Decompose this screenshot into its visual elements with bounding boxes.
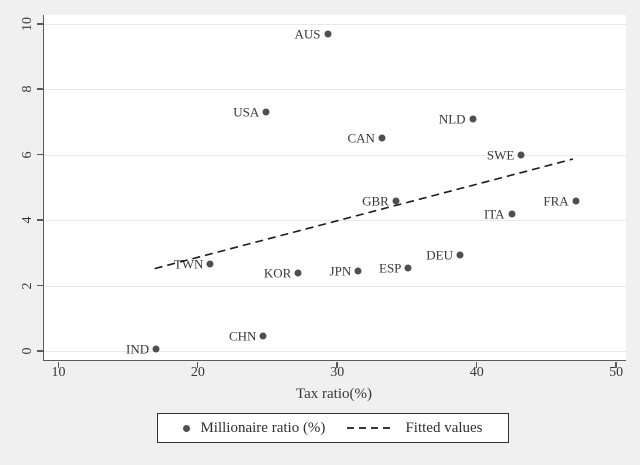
data-point-label: CHN	[228, 328, 257, 344]
data-point-label: ITA	[483, 206, 505, 222]
y-tick-label: 8	[20, 85, 35, 93]
x-tick-mark	[475, 362, 478, 368]
data-point-label: USA	[233, 104, 260, 120]
y-tick-label: 6	[20, 151, 35, 159]
x-tick-mark	[336, 362, 338, 368]
x-tick-label: 10	[51, 365, 66, 380]
data-point-label: IND	[125, 341, 150, 357]
gridline	[44, 89, 626, 91]
legend-item-millionaire-ratio: Millionaire ratio (%)	[183, 419, 326, 436]
data-point-marker	[456, 251, 464, 259]
data-point-marker	[259, 332, 267, 340]
dashed-line-icon	[347, 427, 396, 429]
x-axis-title: Tax ratio(%)	[296, 386, 372, 402]
gridline	[44, 285, 626, 287]
data-point-label: SWE	[486, 147, 515, 163]
data-point-marker	[378, 134, 386, 142]
y-tick-mark	[37, 153, 43, 156]
data-point-marker	[404, 264, 412, 272]
x-tick-label: 50	[609, 365, 624, 380]
y-tick-label: 10	[20, 17, 35, 31]
fitted-line	[154, 158, 574, 270]
data-point-marker	[354, 267, 362, 275]
plot-area: 0 2 4 6 8 10 10 20 30 40 50 AUS USA NLD CAN SWE GBR FRA IT…	[20, 15, 626, 380]
data-point-marker	[206, 260, 214, 268]
x-tick-label: 30	[330, 365, 345, 380]
gridline	[44, 154, 626, 156]
legend: Millionaire ratio (%) Fitted values	[157, 413, 509, 443]
data-point-label: GBR	[362, 193, 389, 209]
fitted-line-layer	[154, 158, 574, 270]
legend-item-fitted-values: Fitted values	[347, 419, 483, 436]
data-point-marker	[469, 115, 477, 123]
data-point-label: ESP	[379, 260, 402, 276]
x-tick-mark	[57, 362, 59, 368]
x-tick-mark	[615, 362, 617, 368]
data-point-label: FRA	[543, 193, 569, 209]
y-tick-label: 0	[20, 347, 35, 355]
y-tick-label: 2	[20, 282, 35, 290]
data-point-label: AUS	[294, 26, 321, 42]
x-tick-mark	[196, 362, 199, 368]
x-tick-label: 20	[190, 365, 205, 380]
data-point-label: DEU	[426, 247, 453, 263]
data-point-marker	[572, 197, 580, 205]
data-point-label: CAN	[347, 130, 375, 146]
legend-label: Millionaire ratio (%)	[200, 419, 326, 436]
data-point-label: KOR	[263, 265, 292, 281]
data-point-marker	[294, 269, 302, 277]
dot-marker-icon	[183, 424, 191, 432]
gridline	[44, 24, 626, 25]
y-tick-mark	[37, 23, 43, 25]
data-point-label: JPN	[329, 263, 352, 279]
data-point-label: NLD	[438, 111, 466, 127]
y-tick-label: 4	[20, 216, 35, 224]
x-tick-label: 40	[469, 365, 484, 380]
data-point-marker	[262, 108, 270, 116]
y-tick-mark	[37, 284, 43, 287]
legend-label: Fitted values	[405, 419, 483, 436]
data-point-marker	[152, 345, 160, 353]
data-point-marker	[517, 151, 525, 159]
data-point-marker	[392, 197, 400, 205]
y-tick-mark	[37, 350, 43, 352]
y-tick-mark	[37, 219, 43, 221]
gridline	[44, 351, 626, 352]
y-tick-mark	[37, 88, 43, 90]
data-point-marker	[508, 210, 516, 218]
data-point-marker	[324, 30, 332, 38]
